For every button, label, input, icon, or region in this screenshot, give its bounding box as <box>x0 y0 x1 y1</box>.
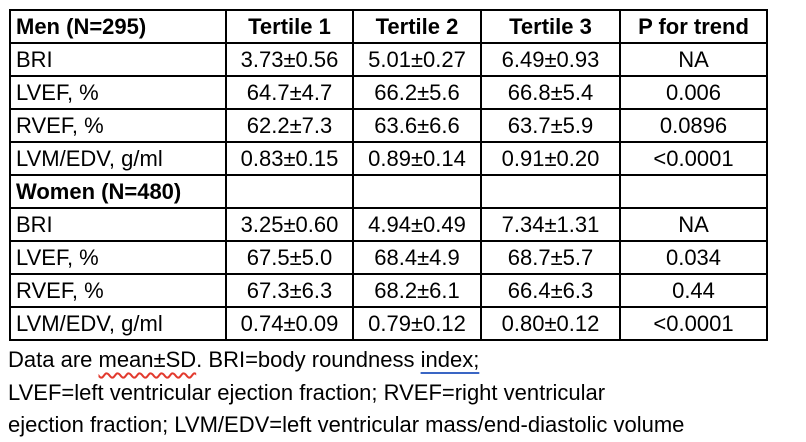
cell-tertile3: 0.91±0.20 <box>480 141 621 176</box>
cell-p-value: 0.034 <box>619 240 768 275</box>
cell-tertile2: 66.2±5.6 <box>352 75 482 110</box>
cell-tertile1: 67.5±5.0 <box>225 240 354 275</box>
cell-tertile2 <box>352 174 482 209</box>
cell-tertile1: 0.83±0.15 <box>225 141 354 176</box>
table-row: LVEF, % 67.5±5.0 68.4±4.9 68.7±5.7 0.034 <box>9 240 768 275</box>
table-row: RVEF, % 67.3±6.3 68.2±6.1 66.4±6.3 0.44 <box>9 273 768 308</box>
cell-p-value: NA <box>619 42 768 77</box>
cell-tertile2: 0.89±0.14 <box>352 141 482 176</box>
row-label: LVM/EDV, g/ml <box>9 306 227 341</box>
cell-tertile1: 3.25±0.60 <box>225 207 354 242</box>
cell-tertile3: 7.34±1.31 <box>480 207 621 242</box>
cell-tertile3: 66.8±5.4 <box>480 75 621 110</box>
cell-p-value: 0.44 <box>619 273 768 308</box>
table-row: BRI 3.25±0.60 4.94±0.49 7.34±1.31 NA <box>9 207 768 242</box>
header-tertile-3: Tertile 3 <box>480 9 621 44</box>
cell-tertile2: 0.79±0.12 <box>352 306 482 341</box>
header-tertile-1: Tertile 1 <box>225 9 354 44</box>
table-row: BRI 3.73±0.56 5.01±0.27 6.49±0.93 NA <box>9 42 768 77</box>
footnote-text: . BRI=body roundness <box>196 347 421 372</box>
footnote-line-2: LVEF=left ventricular ejection fraction;… <box>8 379 606 405</box>
cell-tertile1: 62.2±7.3 <box>225 108 354 143</box>
table-footnote: Data are mean±SD. BRI=body roundness ind… <box>8 344 806 442</box>
cell-tertile1: 3.73±0.56 <box>225 42 354 77</box>
row-label: BRI <box>9 42 227 77</box>
row-label: LVEF, % <box>9 75 227 110</box>
cell-tertile3: 0.80±0.12 <box>480 306 621 341</box>
header-tertile-2: Tertile 2 <box>352 9 482 44</box>
cell-tertile2: 63.6±6.6 <box>352 108 482 143</box>
cell-tertile3: 66.4±6.3 <box>480 273 621 308</box>
cell-tertile1: 67.3±6.3 <box>225 273 354 308</box>
row-label: RVEF, % <box>9 273 227 308</box>
spellcheck-underlined-text: mean±SD <box>98 347 197 372</box>
cell-tertile2: 68.2±6.1 <box>352 273 482 308</box>
footnote-line-3: ejection fraction; LVM/EDV=left ventricu… <box>8 412 685 437</box>
footnote-text: Data are <box>8 347 99 372</box>
table-row: LVEF, % 64.7±4.7 66.2±5.6 66.8±5.4 0.006 <box>9 75 768 110</box>
table-row: RVEF, % 62.2±7.3 63.6±6.6 63.7±5.9 0.089… <box>9 108 768 143</box>
header-group-men: Men (N=295) <box>9 9 227 44</box>
cell-tertile3 <box>480 174 621 209</box>
table-row: LVM/EDV, g/ml 0.74±0.09 0.79±0.12 0.80±0… <box>9 306 768 341</box>
row-label: LVM/EDV, g/ml <box>9 141 227 176</box>
cell-tertile2: 4.94±0.49 <box>352 207 482 242</box>
cell-tertile3: 6.49±0.93 <box>480 42 621 77</box>
cell-tertile2: 5.01±0.27 <box>352 42 482 77</box>
cell-tertile1 <box>225 174 354 209</box>
cell-p-value <box>619 174 768 209</box>
grammar-underlined-text: index; <box>420 347 480 372</box>
table-header-row: Men (N=295) Tertile 1 Tertile 2 Tertile … <box>9 9 768 44</box>
cell-p-value: 0.006 <box>619 75 768 110</box>
row-label: RVEF, % <box>9 108 227 143</box>
cell-tertile3: 68.7±5.7 <box>480 240 621 275</box>
row-label: BRI <box>9 207 227 242</box>
cell-p-value: <0.0001 <box>619 306 768 341</box>
results-table: Men (N=295) Tertile 1 Tertile 2 Tertile … <box>9 9 768 341</box>
section-label-women: Women (N=480) <box>9 174 227 209</box>
cell-tertile3: 63.7±5.9 <box>480 108 621 143</box>
cell-p-value: <0.0001 <box>619 141 768 176</box>
footnote-line-1: Data are mean±SD. BRI=body roundness ind… <box>8 344 806 377</box>
cell-p-value: NA <box>619 207 768 242</box>
header-p-for-trend: P for trend <box>619 9 768 44</box>
cell-tertile1: 0.74±0.09 <box>225 306 354 341</box>
cell-tertile2: 68.4±4.9 <box>352 240 482 275</box>
table-row: LVM/EDV, g/ml 0.83±0.15 0.89±0.14 0.91±0… <box>9 141 768 176</box>
table-section-row-women: Women (N=480) <box>9 174 768 209</box>
cell-tertile1: 64.7±4.7 <box>225 75 354 110</box>
cell-p-value: 0.0896 <box>619 108 768 143</box>
row-label: LVEF, % <box>9 240 227 275</box>
